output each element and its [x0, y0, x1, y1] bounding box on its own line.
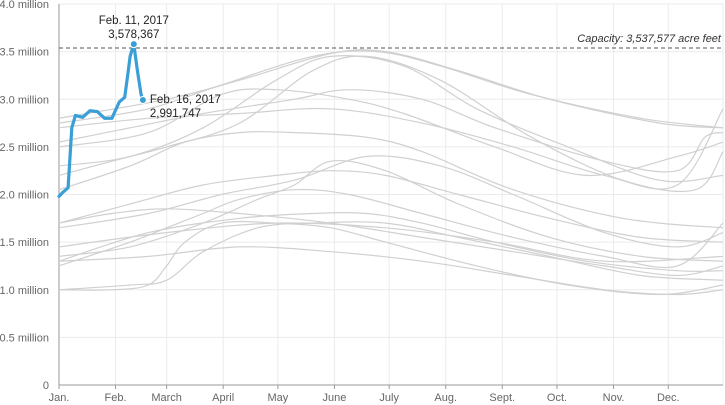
x-axis: Jan. Feb. March April May June July Aug. Sept. Oc…: [49, 384, 723, 404]
highlight-series-group: [57, 42, 145, 198]
peak-point: [129, 40, 138, 49]
x-tick-label: June: [323, 392, 347, 404]
x-tick-label: Oct.: [547, 392, 567, 404]
peak-value-label: 3,578,367: [108, 29, 159, 41]
historical-series-line: [58, 155, 724, 248]
highlight-series-line: [57, 42, 145, 198]
latest-date-label: Feb. 16, 2017: [150, 94, 221, 106]
y-tick-label: 3.5 million: [0, 47, 49, 59]
historical-series-line: [58, 55, 724, 183]
x-tick-label: Aug.: [434, 392, 457, 404]
historical-series-line: [58, 55, 724, 193]
y-tick-label: 2.0 million: [0, 190, 49, 202]
x-tick-label: March: [151, 392, 182, 404]
historical-series-line: [58, 208, 724, 277]
x-tick-label: Feb.: [105, 392, 127, 404]
y-tick-label: 3.0 million: [0, 94, 49, 106]
historical-series-line: [58, 170, 724, 243]
x-tick-label: Dec.: [657, 392, 680, 404]
y-axis: 0 0.5 million 1.0 million 1.5 million 2.0 mi…: [0, 0, 60, 392]
historical-series-line: [58, 50, 724, 129]
historical-series-group: [58, 49, 724, 296]
capacity-group: Capacity: 3,537,577 acre feet: [59, 33, 723, 49]
y-tick-label: 1.0 million: [0, 285, 49, 297]
y-tick-label: 4.0 million: [0, 0, 49, 11]
y-tick-label: 0: [43, 380, 49, 392]
historical-series-line: [58, 222, 724, 263]
x-tick-label: Nov.: [603, 392, 625, 404]
x-tick-label: May: [268, 392, 289, 404]
x-tick-label: Jan.: [49, 392, 70, 404]
historical-series-line: [58, 131, 724, 229]
y-tick-label: 0.5 million: [0, 332, 49, 344]
peak-date-label: Feb. 11, 2017: [99, 15, 169, 27]
latest-value-label: 2,991,747: [150, 108, 201, 120]
historical-series-line: [58, 212, 724, 273]
x-tick-label: July: [379, 392, 399, 404]
historical-series-line: [58, 188, 724, 269]
capacity-label: Capacity: 3,537,577 acre feet: [577, 33, 722, 45]
historical-series-line: [58, 246, 724, 296]
annotations: Feb. 11, 2017 3,578,367 Feb. 16, 2017 2,991…: [99, 15, 221, 120]
y-tick-label: 1.5 million: [0, 237, 49, 249]
historical-series-line: [58, 49, 724, 129]
x-tick-label: Sept.: [489, 392, 515, 404]
x-tick-label: April: [212, 392, 234, 404]
y-tick-label: 2.5 million: [0, 142, 49, 154]
historical-series-line: [58, 221, 724, 291]
latest-point: [138, 96, 147, 105]
